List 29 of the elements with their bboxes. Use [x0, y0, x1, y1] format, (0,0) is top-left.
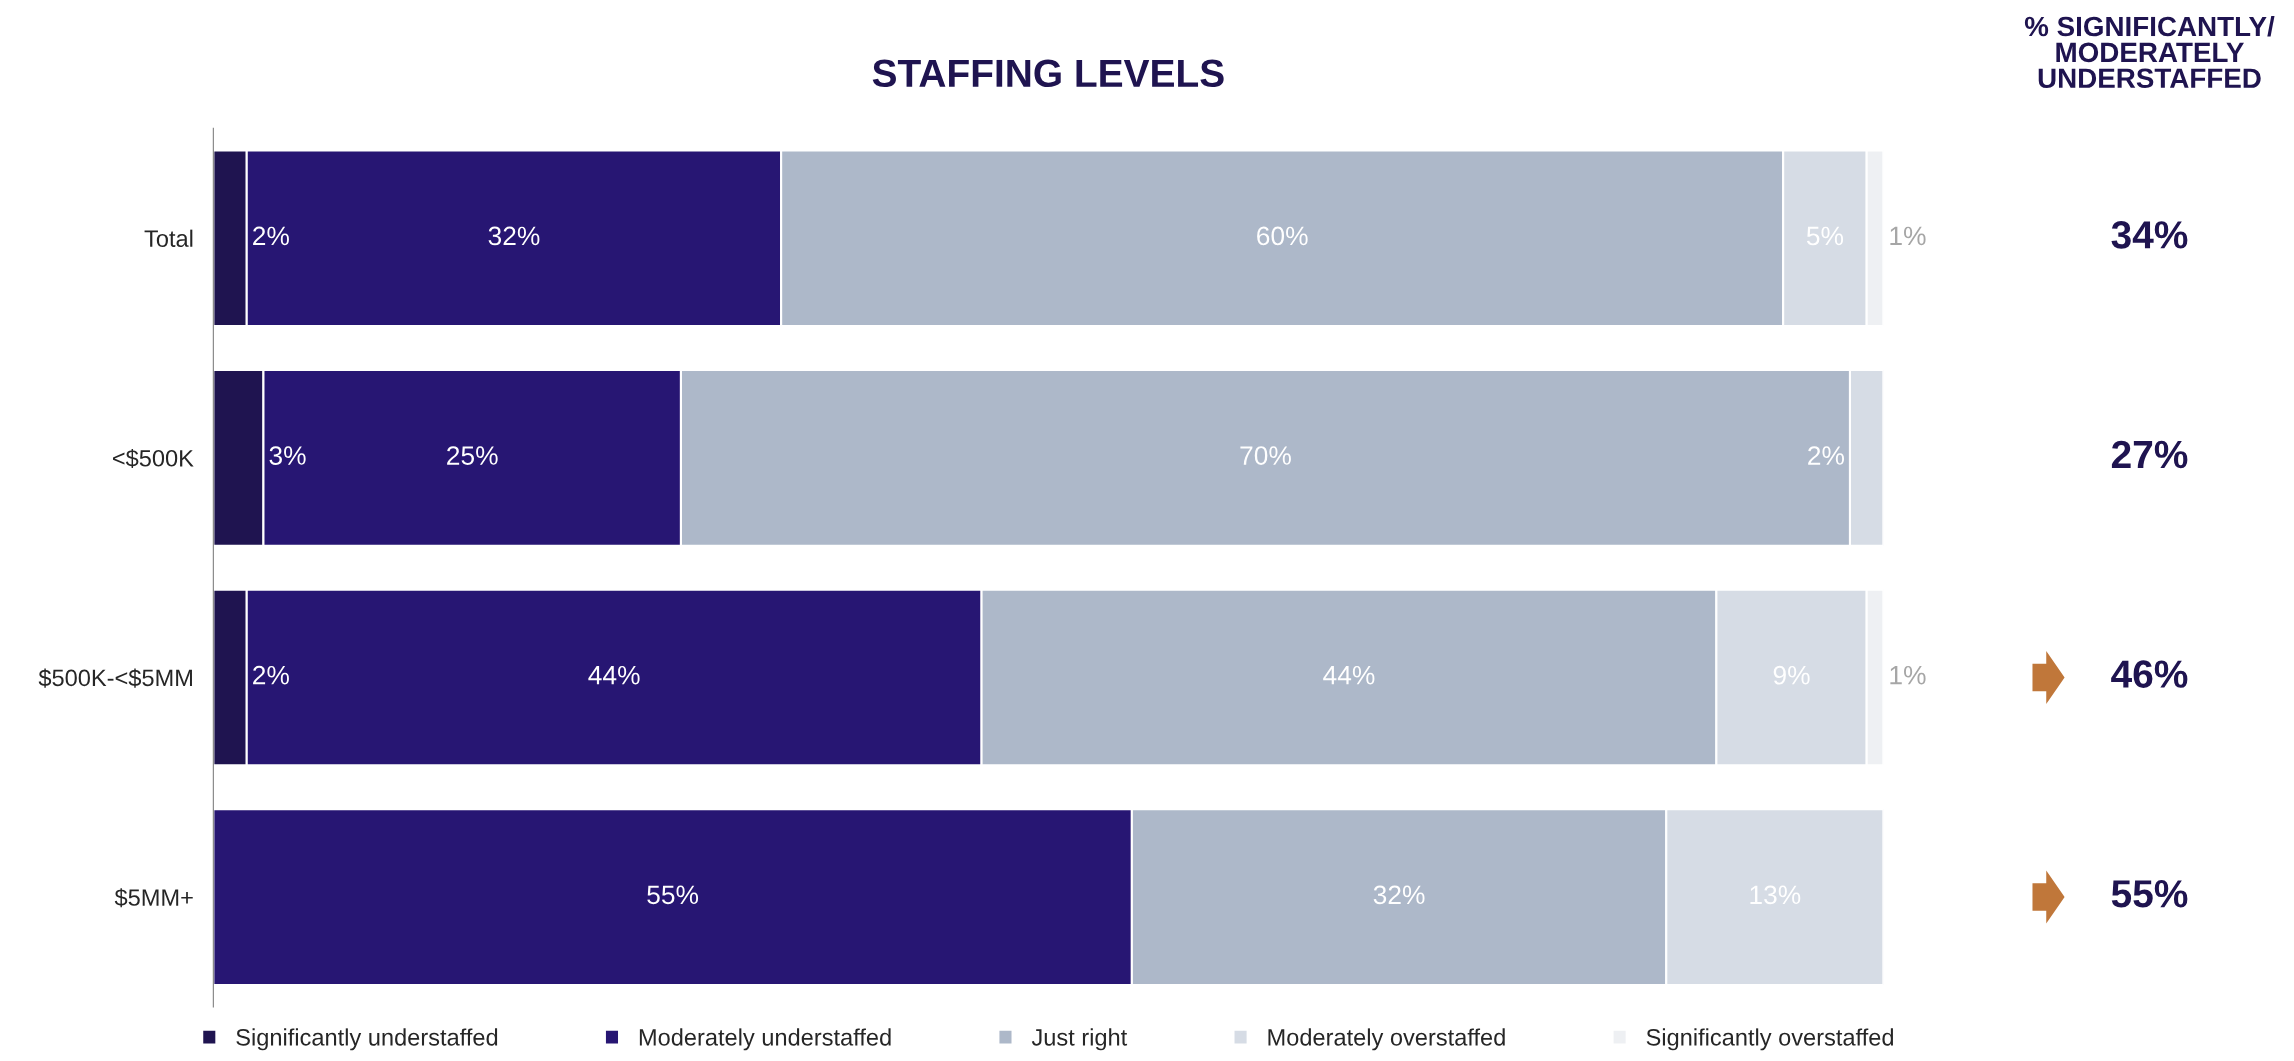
data-label: 2%: [253, 665, 289, 685]
data-label: 1%: [1890, 665, 1926, 685]
y-tick-label: $500K-<$5MM: [38, 668, 192, 688]
data-label: 44%: [588, 665, 640, 685]
y-tick-label: $5MM+: [114, 888, 193, 908]
data-label: 2%: [253, 226, 289, 246]
chart-title: STAFFING LEVELS: [872, 59, 1224, 88]
y-tick-label: <$500K: [113, 448, 194, 469]
data-label: 3%: [269, 446, 306, 465]
data-label: 25%: [447, 446, 498, 465]
text: 34%: [2111, 221, 2188, 249]
data-label: 55%: [647, 885, 699, 905]
legend-label: Moderately understaffed: [639, 1028, 891, 1051]
legend-label: Significantly overstaffed: [1646, 1028, 1894, 1051]
data-label: 70%: [1240, 446, 1291, 465]
legend-label: Moderately overstaffed: [1268, 1028, 1505, 1051]
legend-label: Significantly understaffed: [236, 1028, 498, 1051]
data-label: 60%: [1257, 226, 1308, 246]
legend-label: Just right: [1031, 1028, 1128, 1051]
data-label: 2%: [1808, 446, 1845, 465]
data-label: 1%: [1890, 226, 1926, 246]
text: 55%: [2111, 880, 2188, 908]
text: 46%: [2111, 660, 2188, 688]
data-label: 32%: [488, 226, 540, 246]
text: 27%: [2111, 440, 2188, 469]
y-tick-label: Total: [144, 229, 193, 247]
text: % SIGNIFICANTLY/ MODERATELY UNDERSTAFFED: [2024, 15, 2275, 89]
data-label: 44%: [1323, 665, 1375, 685]
data-label: 32%: [1373, 885, 1425, 905]
